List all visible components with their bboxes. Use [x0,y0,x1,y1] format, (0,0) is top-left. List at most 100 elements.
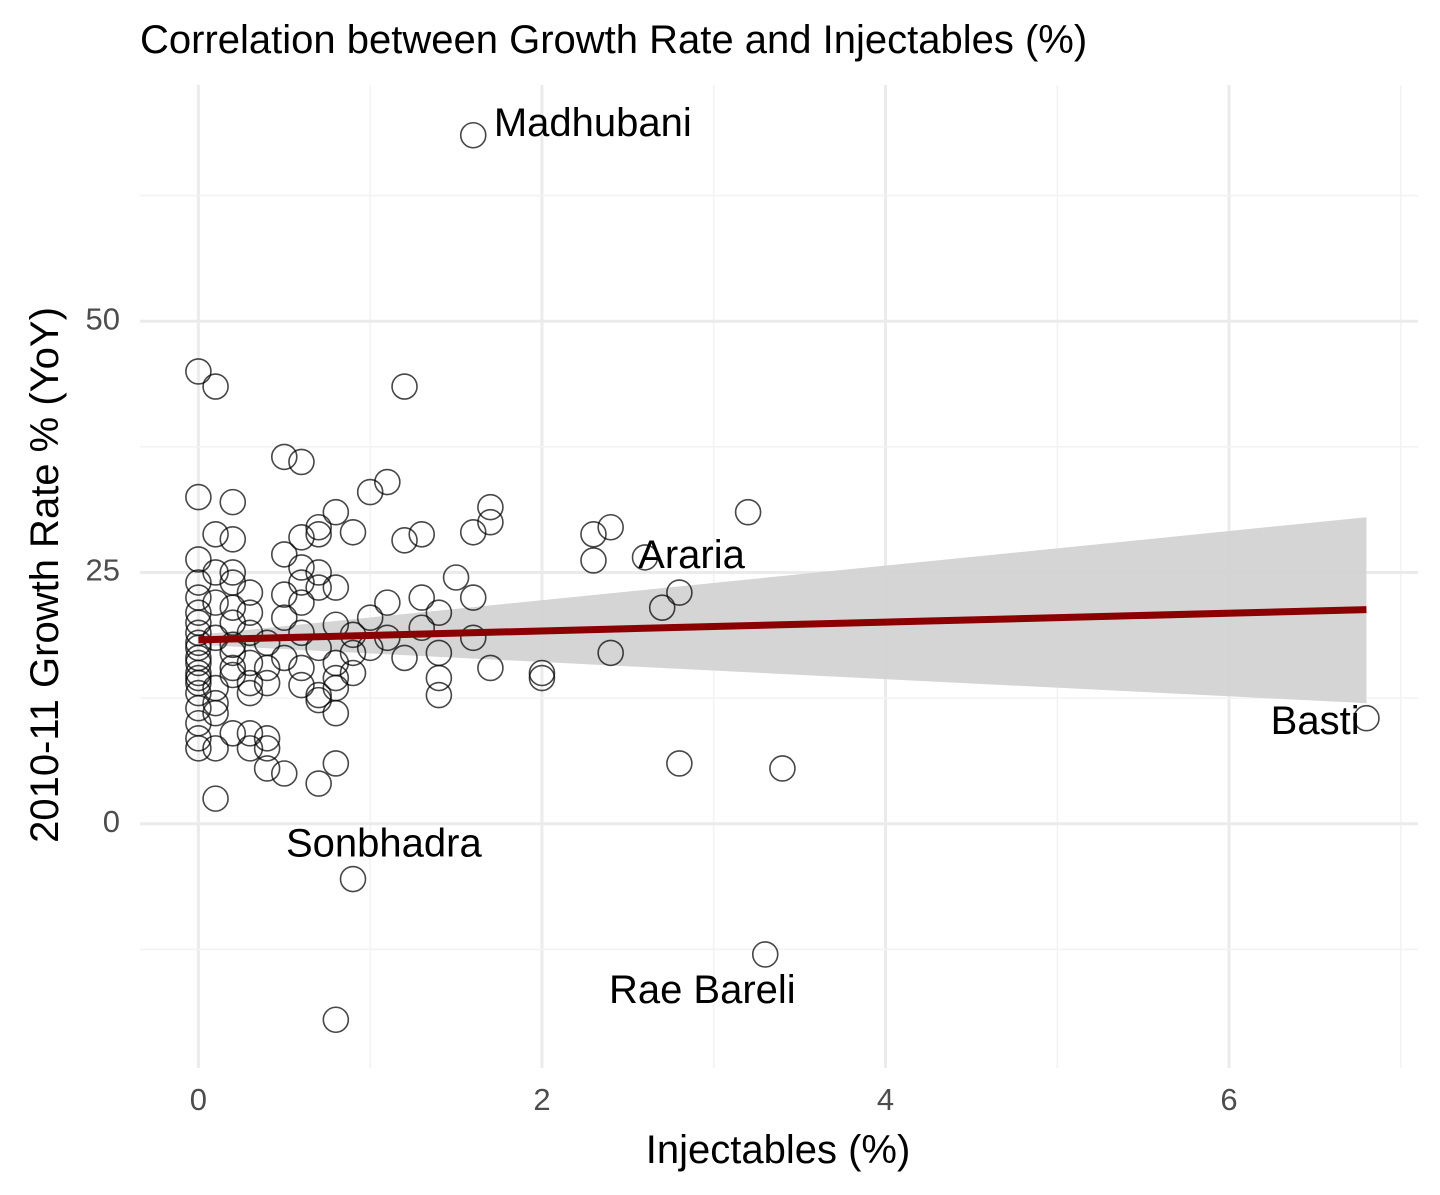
data-point [305,770,332,797]
data-point [580,520,607,548]
data-point [185,599,212,626]
data-point [202,699,229,727]
confidence-band-area [198,517,1367,704]
point-label: Basti [1271,699,1360,743]
data-point [339,865,367,893]
data-point [236,579,264,606]
data-point [185,725,212,752]
data-point [185,694,212,722]
data-point [305,520,332,548]
data-point [391,527,418,554]
data-point [288,554,315,581]
data-point [219,594,247,621]
data-point [288,524,315,551]
data-point [202,689,229,717]
data-point [305,681,332,709]
data-point [288,671,315,699]
data-point [185,546,212,573]
data-point [202,373,229,400]
data-point [253,654,281,682]
data-point [253,725,281,752]
data-point [202,735,229,762]
data-point [219,559,247,586]
data-point [288,589,315,616]
data-point [270,443,298,471]
data-point [425,681,453,709]
x-axis-ticks: 0 2 4 6 [190,1082,1238,1117]
data-point [442,564,470,591]
data-point [459,624,487,652]
data-point [597,639,624,667]
data-point [322,498,350,526]
x-tick-label: 6 [1220,1082,1237,1117]
data-point [288,654,315,682]
confidence-band [198,517,1367,704]
data-point [219,609,247,637]
data-point [236,735,264,762]
data-point [374,468,401,496]
data-point [270,604,298,632]
data-point [219,526,247,553]
data-point [477,493,504,521]
y-tick-label: 25 [86,553,120,588]
data-point [477,654,504,682]
y-axis-ticks: 0 25 50 [86,301,120,839]
data-point [631,544,659,571]
data-point [202,559,229,586]
data-point [339,518,367,546]
data-point [408,584,436,611]
trend-line [198,606,1367,644]
data-point [425,664,453,692]
data-point [391,644,418,672]
data-point [185,569,212,596]
data-point [597,513,624,541]
data-point [459,518,487,546]
data-point [769,755,796,782]
data-point [270,644,298,672]
data-point [185,664,212,692]
data-point [219,654,247,682]
y-tick-label: 0 [103,804,120,839]
data-point [356,478,384,506]
data-point [185,679,212,707]
data-point [356,604,384,632]
data-point [270,581,298,608]
data-point [185,649,212,677]
x-tick-label: 0 [190,1082,207,1117]
data-point [202,589,229,616]
data-point [477,508,504,536]
data-point [339,659,367,687]
chart-title: Correlation between Growth Rate and Inje… [140,18,1088,62]
data-point [322,674,350,702]
data-point [339,639,367,667]
data-point [580,547,607,574]
y-tick-label: 50 [86,301,120,336]
data-point [185,659,212,687]
data-point [253,755,281,782]
data-point [408,614,436,642]
data-point [253,669,281,697]
point-label: Madhubani [494,101,692,145]
data-point [459,584,487,611]
data-point [528,659,556,687]
data-point [322,750,350,777]
data-point [734,498,762,526]
data-point [236,669,264,697]
x-tick-label: 4 [877,1082,894,1117]
data-point [219,661,247,689]
data-point [305,686,332,714]
data-point [288,448,315,476]
x-tick-label: 2 [533,1082,550,1117]
data-point [219,631,247,659]
data-point [648,594,676,621]
data-point [374,589,401,616]
data-point [219,719,247,747]
data-point [202,520,229,548]
y-axis-title: 2010-11 Growth Rate % (YoY) [23,307,67,843]
point-label: Sonbhadra [286,821,482,865]
data-point [253,735,281,762]
data-point [322,664,350,692]
data-point [459,121,487,149]
data-point [528,664,556,692]
